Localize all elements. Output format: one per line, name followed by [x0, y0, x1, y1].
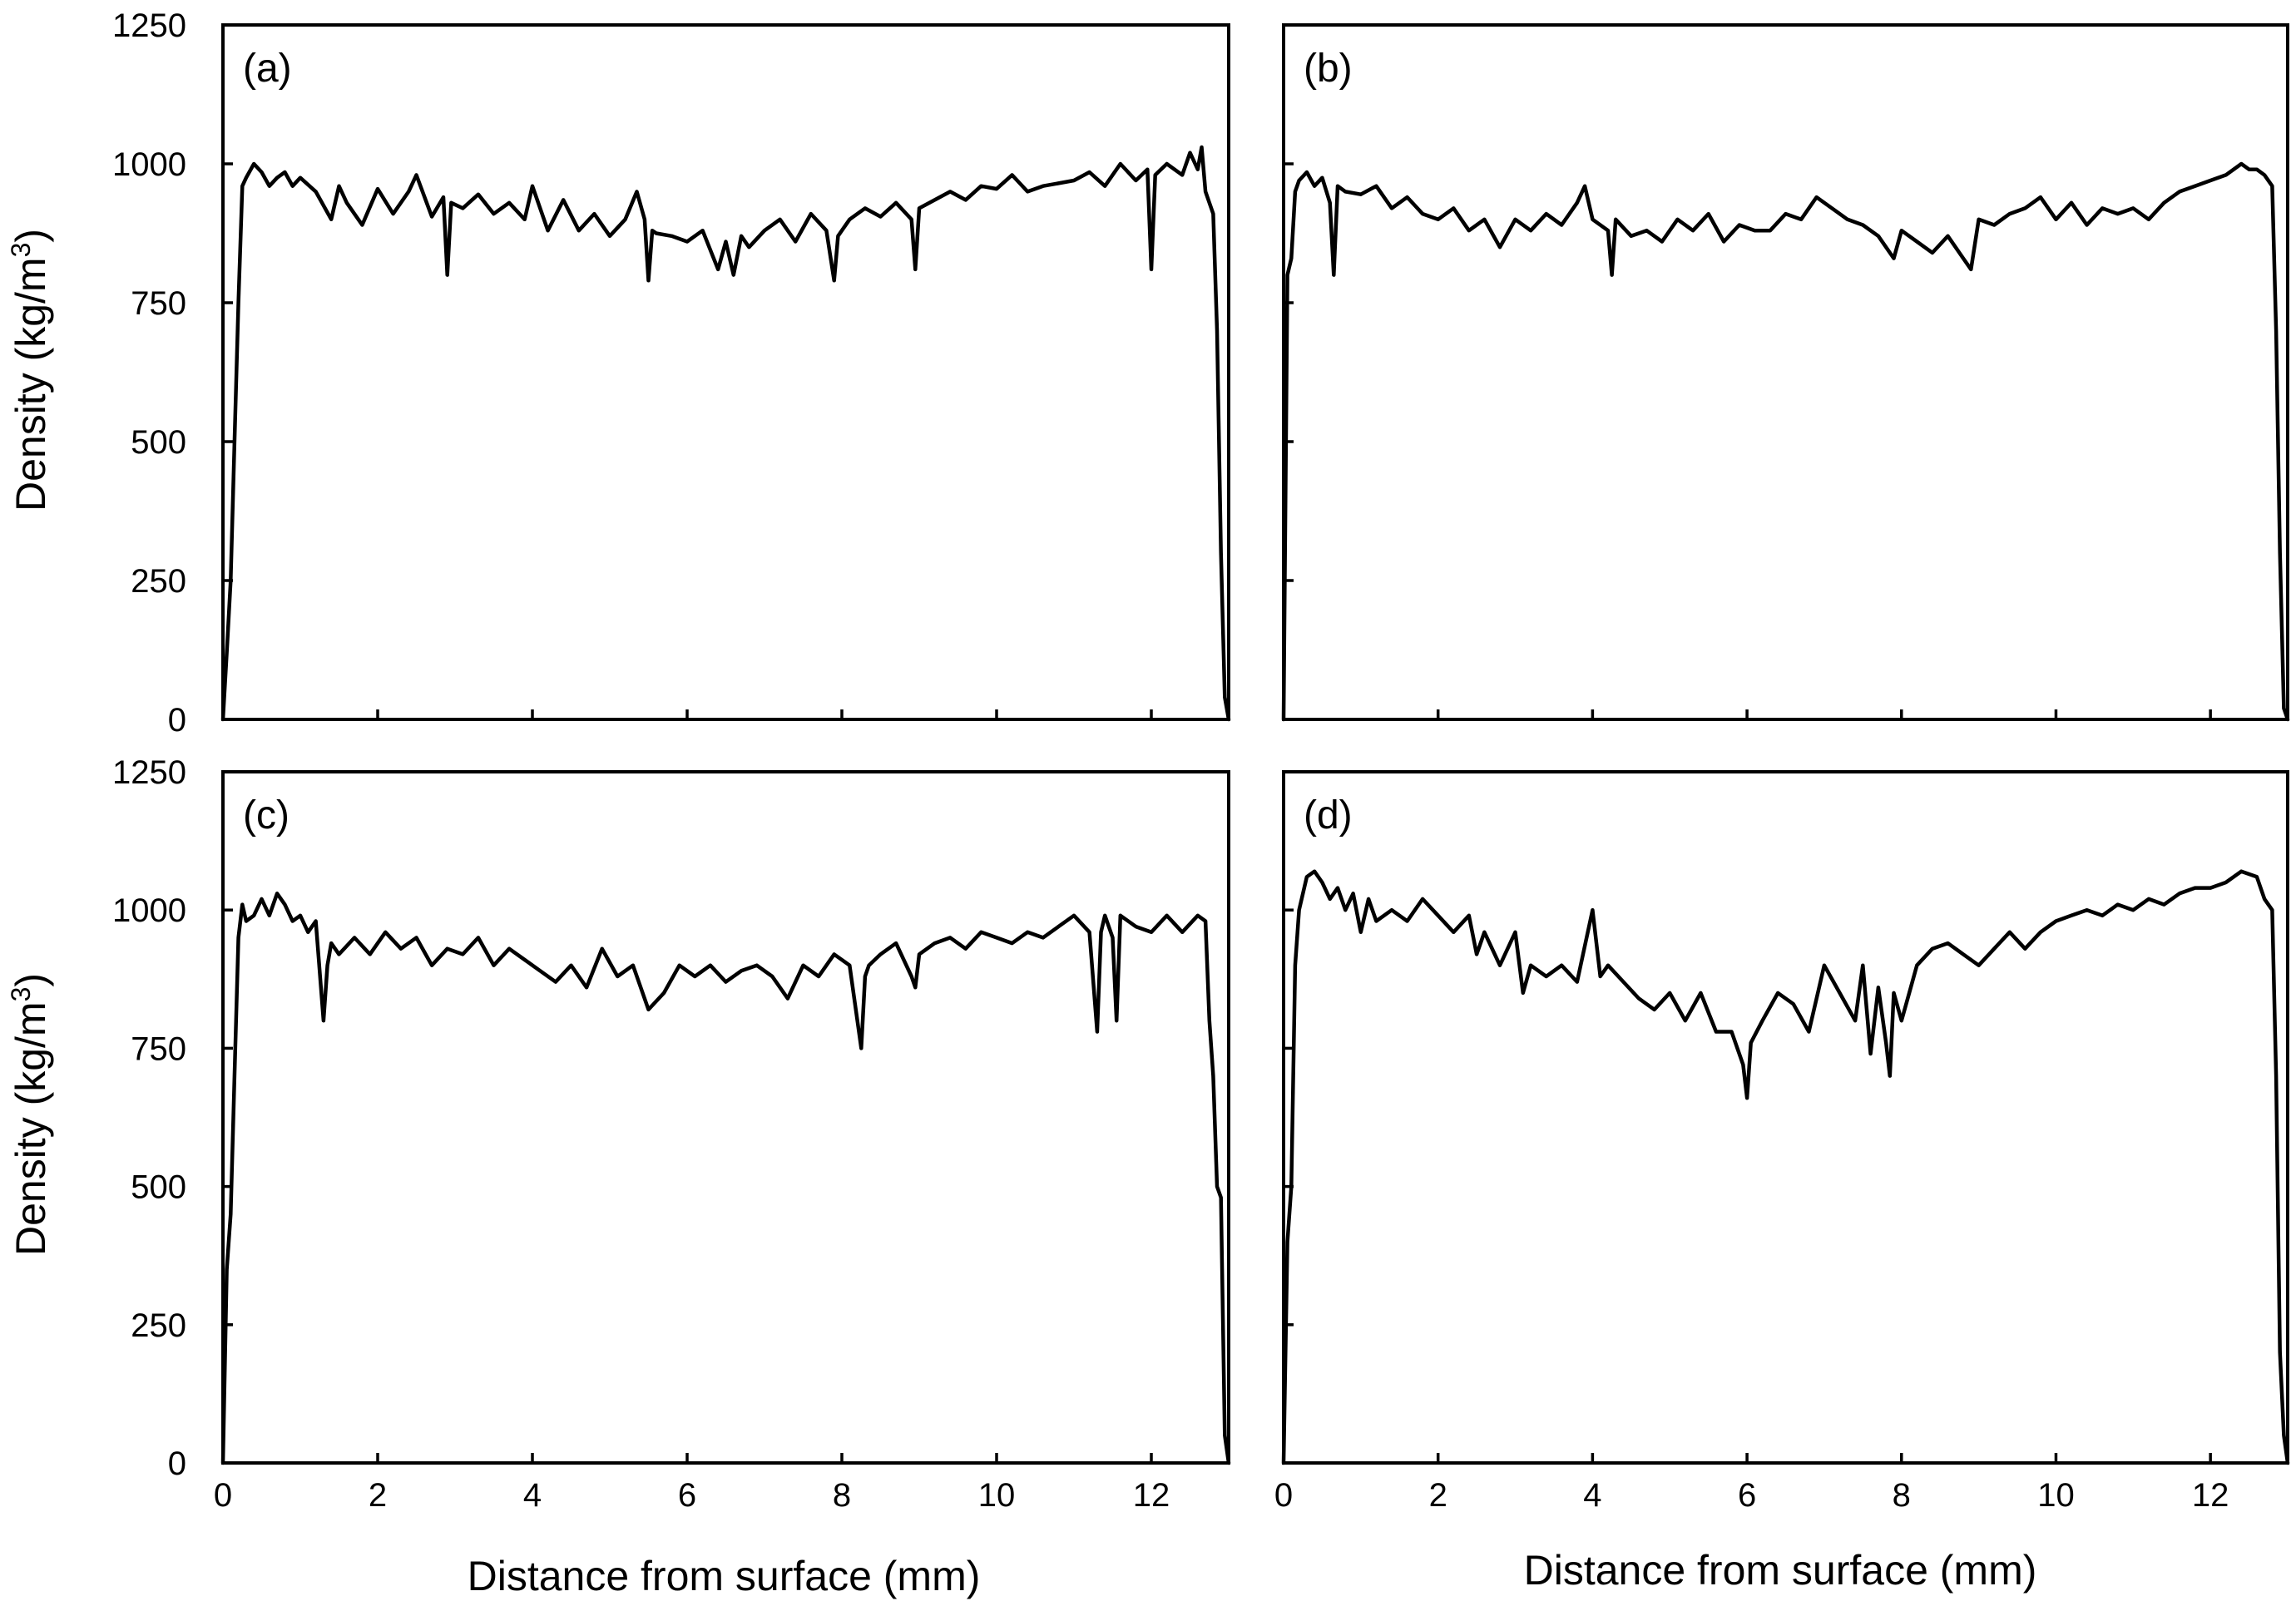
series-line-d	[1281, 869, 2290, 1465]
panel-c: 0 2 4 6 8 10 12 0 250 500 750 1000 1250 (c)	[112, 754, 1231, 1514]
y-tick-label-a-1: 250	[131, 563, 186, 600]
x-tick-label-c-1: 2	[369, 1477, 387, 1514]
x-axis-title-left: Distance from surface (mm)	[468, 1553, 981, 1599]
x-axis-title-right: Distance from surface (mm)	[1524, 1547, 2037, 1594]
y-tick-label-a-4: 1000	[112, 146, 186, 183]
plot-frame-b	[1282, 23, 2289, 721]
x-tick-label-d-2: 4	[1583, 1477, 1601, 1514]
panel-b: (b)	[1281, 23, 2290, 722]
x-tick-label-d-4: 8	[1893, 1477, 1911, 1514]
y-tick-label-c-2: 500	[131, 1169, 186, 1206]
y-tick-label-c-1: 250	[131, 1307, 186, 1344]
x-tick-label-d-3: 6	[1738, 1477, 1756, 1514]
y-axis-title-top: Density (kg/m3)	[6, 229, 54, 511]
x-tick-label-d-1: 2	[1429, 1477, 1447, 1514]
x-tick-label-d-5: 10	[2037, 1477, 2075, 1514]
x-tick-label-d-6: 12	[2192, 1477, 2229, 1514]
y-axis-title-bottom: Density (kg/m3)	[6, 973, 54, 1256]
x-tick-label-c-3: 6	[678, 1477, 696, 1514]
series-line-a	[220, 145, 1231, 722]
y-tick-label-a-5: 1250	[112, 7, 186, 44]
plot-frame-d	[1282, 770, 2289, 1465]
series-line-b	[1281, 161, 2290, 722]
plot-frame-c	[221, 770, 1230, 1465]
y-tick-label-a-3: 750	[131, 285, 186, 322]
series-line-c	[220, 892, 1231, 1465]
y-tick-label-a-2: 500	[131, 424, 186, 461]
panel-label-d: (d)	[1304, 793, 1353, 838]
panel-label-b: (b)	[1304, 47, 1353, 91]
y-tick-label-c-5: 1250	[112, 754, 186, 791]
y-tick-label-c-4: 1000	[112, 892, 186, 929]
panel-a: 0 250 500 750 1000 1250 (a)	[112, 7, 1231, 739]
panels: 0 250 500 750 1000 1250 (a) (b) 0 2 4 6 8 10 12 0 250 500…	[112, 7, 2290, 1514]
panel-d: 0 2 4 6 8 10 12 (d)	[1274, 770, 2290, 1514]
y-tick-label-a-0: 0	[168, 702, 186, 739]
x-tick-label-c-5: 10	[978, 1477, 1016, 1514]
x-tick-label-c-6: 12	[1133, 1477, 1170, 1514]
plot-frame-a	[221, 23, 1230, 721]
x-tick-label-c-4: 8	[833, 1477, 851, 1514]
x-tick-label-c-0: 0	[214, 1477, 232, 1514]
x-tick-label-c-2: 4	[523, 1477, 542, 1514]
panel-label-c: (c)	[243, 793, 289, 838]
y-tick-label-c-0: 0	[168, 1445, 186, 1482]
panel-label-a: (a)	[243, 47, 292, 91]
x-tick-label-d-0: 0	[1274, 1477, 1293, 1514]
y-tick-label-c-3: 750	[131, 1030, 186, 1067]
